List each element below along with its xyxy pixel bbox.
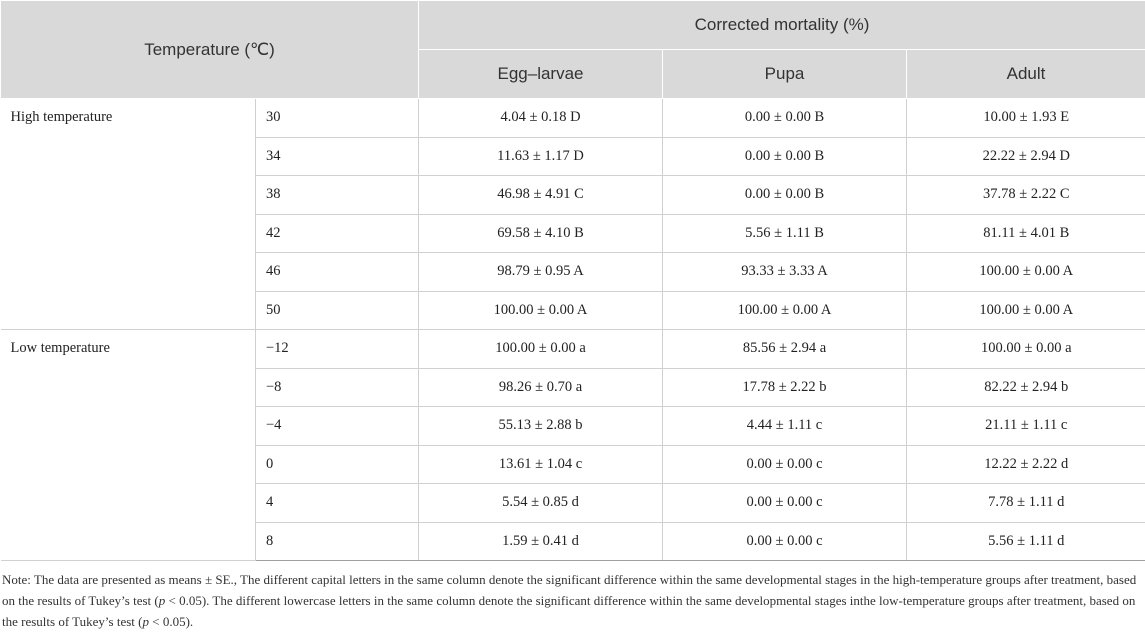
header-temperature: Temperature (℃) — [1, 1, 419, 99]
temperature-cell: −12 — [256, 330, 419, 369]
temperature-cell: 4 — [256, 484, 419, 523]
header-corrected-mortality: Corrected mortality (%) — [419, 1, 1145, 50]
group-label-high: High temperature — [1, 99, 256, 330]
egg-larvae-cell: 100.00 ± 0.00 A — [419, 291, 663, 330]
temperature-cell: −4 — [256, 407, 419, 446]
adult-cell: 82.22 ± 2.94 b — [907, 368, 1145, 407]
egg-larvae-cell: 69.58 ± 4.10 B — [419, 214, 663, 253]
egg-larvae-cell: 1.59 ± 0.41 d — [419, 522, 663, 561]
pupa-cell: 5.56 ± 1.11 B — [663, 214, 907, 253]
adult-cell: 100.00 ± 0.00 A — [907, 291, 1145, 330]
temperature-cell: 46 — [256, 253, 419, 292]
mortality-table: Temperature (℃) Corrected mortality (%) … — [0, 0, 1145, 561]
egg-larvae-cell: 100.00 ± 0.00 a — [419, 330, 663, 369]
temperature-cell: 8 — [256, 522, 419, 561]
egg-larvae-cell: 98.26 ± 0.70 a — [419, 368, 663, 407]
table-note: Note: The data are presented as means ± … — [0, 561, 1145, 632]
header-egg-larvae: Egg–larvae — [419, 50, 663, 99]
temperature-cell: 30 — [256, 99, 419, 138]
note-text-3: < 0.05). — [149, 614, 193, 629]
adult-cell: 37.78 ± 2.22 C — [907, 176, 1145, 215]
pupa-cell: 85.56 ± 2.94 a — [663, 330, 907, 369]
egg-larvae-cell: 11.63 ± 1.17 D — [419, 137, 663, 176]
temperature-cell: 50 — [256, 291, 419, 330]
pupa-cell: 0.00 ± 0.00 c — [663, 484, 907, 523]
pupa-cell: 0.00 ± 0.00 c — [663, 522, 907, 561]
pupa-cell: 100.00 ± 0.00 A — [663, 291, 907, 330]
temperature-cell: 0 — [256, 445, 419, 484]
pupa-cell: 4.44 ± 1.11 c — [663, 407, 907, 446]
header-adult: Adult — [907, 50, 1145, 99]
pupa-cell: 0.00 ± 0.00 B — [663, 137, 907, 176]
adult-cell: 22.22 ± 2.94 D — [907, 137, 1145, 176]
adult-cell: 10.00 ± 1.93 E — [907, 99, 1145, 138]
egg-larvae-cell: 4.04 ± 0.18 D — [419, 99, 663, 138]
adult-cell: 100.00 ± 0.00 a — [907, 330, 1145, 369]
egg-larvae-cell: 98.79 ± 0.95 A — [419, 253, 663, 292]
adult-cell: 12.22 ± 2.22 d — [907, 445, 1145, 484]
egg-larvae-cell: 5.54 ± 0.85 d — [419, 484, 663, 523]
pupa-cell: 0.00 ± 0.00 B — [663, 99, 907, 138]
egg-larvae-cell: 55.13 ± 2.88 b — [419, 407, 663, 446]
pupa-cell: 0.00 ± 0.00 B — [663, 176, 907, 215]
pupa-cell: 17.78 ± 2.22 b — [663, 368, 907, 407]
group-label-low: Low temperature — [1, 330, 256, 561]
adult-cell: 81.11 ± 4.01 B — [907, 214, 1145, 253]
egg-larvae-cell: 46.98 ± 4.91 C — [419, 176, 663, 215]
temperature-cell: 38 — [256, 176, 419, 215]
adult-cell: 100.00 ± 0.00 A — [907, 253, 1145, 292]
adult-cell: 21.11 ± 1.11 c — [907, 407, 1145, 446]
pupa-cell: 93.33 ± 3.33 A — [663, 253, 907, 292]
adult-cell: 5.56 ± 1.11 d — [907, 522, 1145, 561]
adult-cell: 7.78 ± 1.11 d — [907, 484, 1145, 523]
pupa-cell: 0.00 ± 0.00 c — [663, 445, 907, 484]
temperature-cell: 34 — [256, 137, 419, 176]
temperature-cell: −8 — [256, 368, 419, 407]
egg-larvae-cell: 13.61 ± 1.04 c — [419, 445, 663, 484]
temperature-cell: 42 — [256, 214, 419, 253]
header-pupa: Pupa — [663, 50, 907, 99]
